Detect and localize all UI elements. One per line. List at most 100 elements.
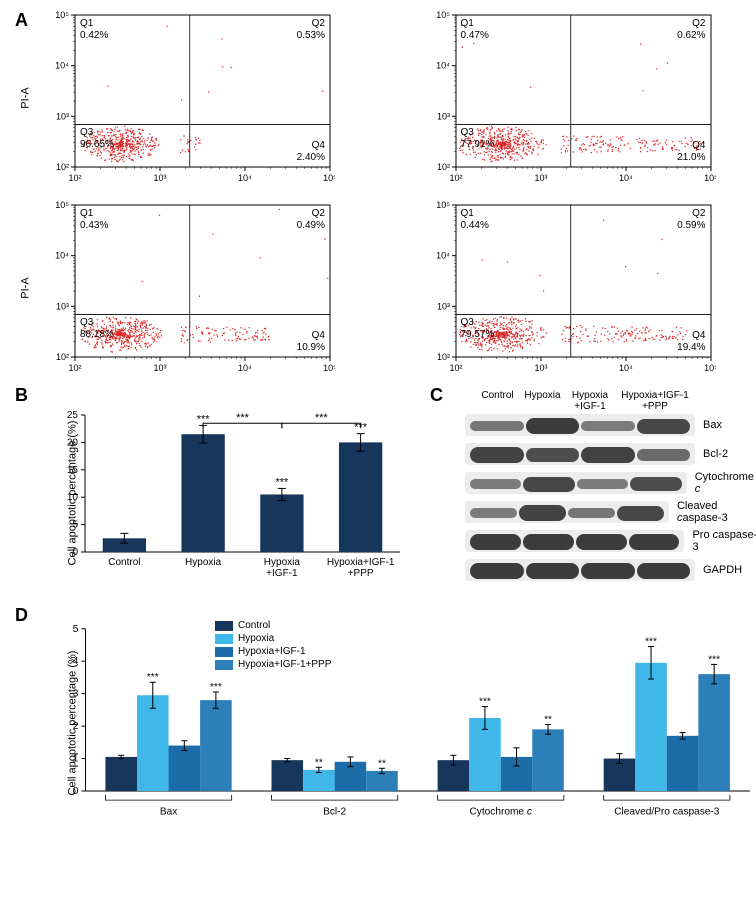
- svg-text:+IGF-1: +IGF-1: [266, 568, 298, 579]
- panel-bc-row: B Cell apoptotic percentage (%) 05101520…: [10, 390, 746, 595]
- svg-text:10⁴: 10⁴: [238, 363, 252, 373]
- blot-row: Pro caspase-3: [465, 528, 756, 554]
- blot-row: Cleaved caspase-3: [465, 499, 756, 525]
- svg-text:Hypoxia: Hypoxia: [185, 557, 222, 568]
- panel-a: A PI-A10²10²10³10³10⁴10⁴10⁵10⁵Q10.42%Q20…: [10, 10, 746, 375]
- panel-b-y-label: Cell apoptotic percentage (%): [66, 420, 78, 565]
- blot-row: Bax: [465, 412, 756, 438]
- blot-row: Bcl-2: [465, 441, 756, 467]
- western-blot: ControlHypoxiaHypoxia+IGF-1Hypoxia+IGF-1…: [430, 390, 756, 583]
- quadrant-label: Q379.57%: [461, 317, 495, 341]
- svg-text:10⁴: 10⁴: [619, 173, 633, 183]
- blot-band: [617, 506, 664, 521]
- panel-d-y-label: Cell apoptotic percentage (%): [66, 650, 78, 795]
- svg-text:**: **: [544, 714, 552, 725]
- svg-text:10⁴: 10⁴: [619, 363, 633, 373]
- svg-text:***: ***: [645, 637, 657, 648]
- blot-band: [526, 563, 580, 579]
- blot-band: [470, 479, 521, 489]
- svg-text:**: **: [315, 757, 323, 768]
- blot-strip: [465, 559, 695, 581]
- bar-chart-d: 012345Bax******Bcl-2****Cytochrome c****…: [50, 610, 756, 830]
- blot-header: ControlHypoxiaHypoxia+IGF-1Hypoxia+IGF-1…: [465, 390, 756, 412]
- blot-row: Cytochrome c: [465, 470, 756, 496]
- panel-c: C ControlHypoxiaHypoxia+IGF-1Hypoxia+IGF…: [430, 390, 756, 595]
- blot-protein-label: Cytochrome c: [695, 471, 756, 495]
- svg-text:Hypoxia+IGF-1: Hypoxia+IGF-1: [327, 557, 395, 568]
- svg-text:10⁵: 10⁵: [55, 200, 69, 210]
- figure-container: A PI-A10²10²10³10³10⁴10⁴10⁵10⁵Q10.42%Q20…: [0, 0, 756, 845]
- svg-text:10⁵: 10⁵: [704, 173, 716, 183]
- svg-text:10²: 10²: [68, 363, 81, 373]
- legend-swatch: [215, 660, 233, 670]
- svg-text:10³: 10³: [436, 301, 449, 311]
- blot-protein-label: Cleaved caspase-3: [677, 500, 756, 524]
- svg-text:***: ***: [147, 672, 159, 683]
- blot-band: [523, 534, 574, 550]
- svg-text:10²: 10²: [436, 352, 449, 362]
- blot-band: [470, 447, 524, 463]
- blot-column-header: Hypoxia+IGF-1+PPP: [615, 390, 695, 412]
- blot-band: [637, 449, 691, 460]
- quadrant-label: Q10.43%: [80, 208, 108, 232]
- legend-item: Hypoxia+IGF-1: [215, 646, 331, 657]
- blot-protein-label: Pro caspase-3: [692, 529, 756, 553]
- facs-plot: PI-A10²10²10³10³10⁴10⁴10⁵10⁵Q10.42%Q20.5…: [45, 10, 335, 185]
- blot-strip: [465, 501, 669, 523]
- svg-text:Cytochrome c: Cytochrome c: [469, 806, 531, 817]
- quadrant-label: Q421.0%: [677, 140, 705, 164]
- svg-text:***: ***: [210, 682, 222, 693]
- svg-text:10⁵: 10⁵: [704, 363, 716, 373]
- blot-band: [526, 418, 580, 434]
- blot-band: [630, 477, 681, 491]
- quadrant-label: Q20.49%: [297, 208, 325, 232]
- svg-text:***: ***: [275, 476, 289, 488]
- legend-swatch: [215, 634, 233, 644]
- svg-text:Control: Control: [108, 557, 140, 568]
- blot-protein-label: Bax: [703, 419, 722, 431]
- blot-column-header: Control: [475, 390, 520, 412]
- svg-text:10⁴: 10⁴: [55, 61, 69, 71]
- quadrant-label: Q396.65%: [80, 127, 114, 151]
- quadrant-label: Q42.40%: [297, 140, 325, 164]
- svg-text:25: 25: [67, 410, 79, 421]
- svg-text:***: ***: [315, 412, 329, 424]
- panel-d-legend: ControlHypoxiaHypoxia+IGF-1Hypoxia+IGF-1…: [215, 620, 331, 672]
- legend-swatch: [215, 621, 233, 631]
- quadrant-label: Q10.44%: [461, 208, 489, 232]
- legend-label: Control: [238, 620, 270, 631]
- quadrant-label: Q419.4%: [677, 330, 705, 354]
- svg-text:10⁴: 10⁴: [238, 173, 252, 183]
- svg-text:Cleaved/Pro caspase-3: Cleaved/Pro caspase-3: [614, 806, 720, 817]
- svg-text:10²: 10²: [56, 352, 69, 362]
- legend-item: Control: [215, 620, 331, 631]
- panel-c-label: C: [430, 385, 443, 406]
- svg-text:10⁵: 10⁵: [436, 10, 450, 20]
- blot-protein-label: Bcl-2: [703, 448, 728, 460]
- svg-text:10²: 10²: [56, 162, 69, 172]
- quadrant-label: Q20.62%: [677, 18, 705, 42]
- svg-text:10³: 10³: [436, 111, 449, 121]
- svg-text:10³: 10³: [153, 363, 166, 373]
- blot-band: [470, 508, 517, 518]
- svg-text:Hypoxia: Hypoxia: [264, 557, 301, 568]
- svg-text:***: ***: [708, 654, 720, 665]
- blot-band: [576, 534, 627, 550]
- blot-band: [581, 563, 635, 579]
- blot-strip: [465, 472, 687, 494]
- bar-chart-b: 0510152025Control***Hypoxia***Hypoxia+IG…: [50, 390, 410, 590]
- svg-text:+PPP: +PPP: [348, 568, 374, 579]
- svg-text:10⁴: 10⁴: [55, 251, 69, 261]
- blot-band: [577, 479, 628, 489]
- svg-text:5: 5: [73, 624, 79, 635]
- blot-band: [519, 505, 566, 521]
- svg-text:10²: 10²: [449, 173, 462, 183]
- quadrant-label: Q388.18%: [80, 317, 114, 341]
- panel-b: B Cell apoptotic percentage (%) 05101520…: [10, 390, 410, 595]
- svg-text:10²: 10²: [436, 162, 449, 172]
- svg-text:10³: 10³: [534, 173, 547, 183]
- panel-a-label: A: [15, 10, 28, 31]
- legend-item: Hypoxia+IGF-1+PPP: [215, 659, 331, 670]
- blot-band: [581, 421, 635, 431]
- legend-swatch: [215, 647, 233, 657]
